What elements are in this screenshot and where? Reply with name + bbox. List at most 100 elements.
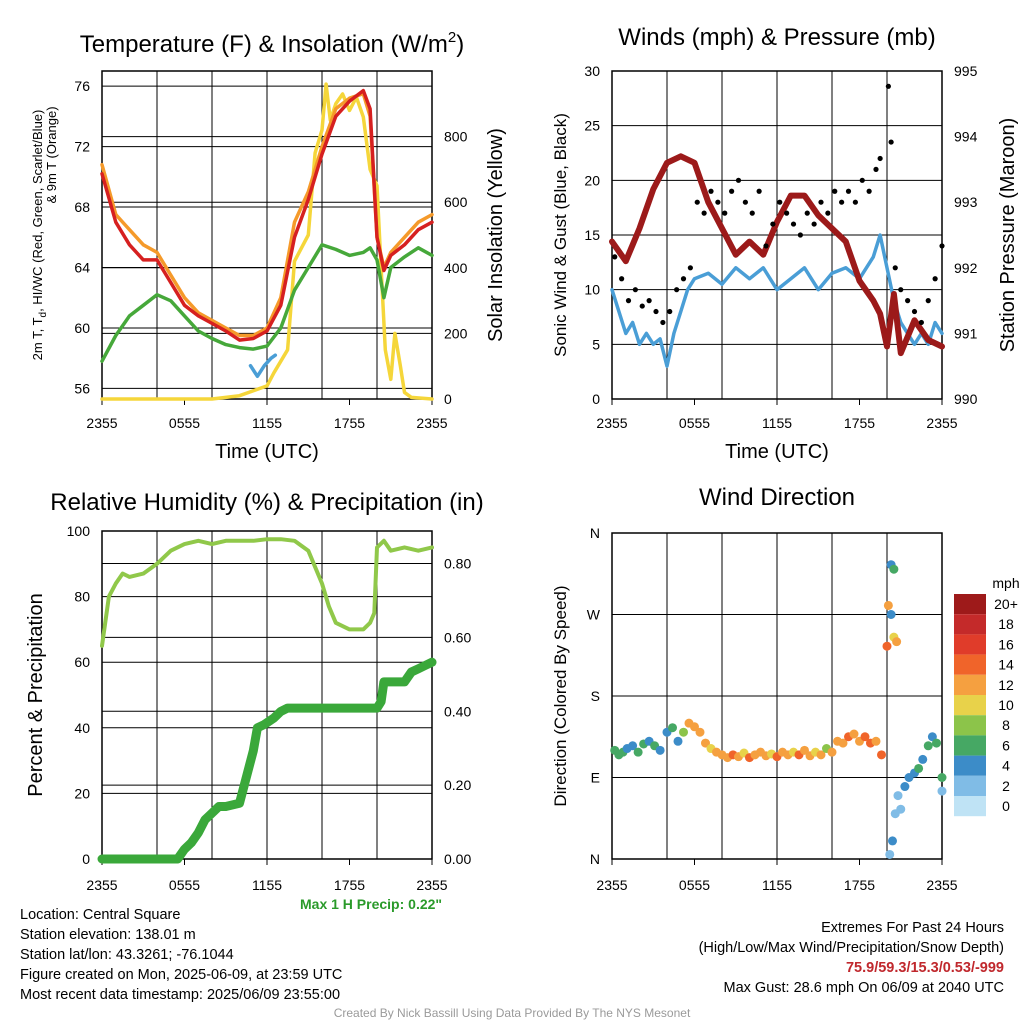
xtick-label-temp: 2355	[86, 415, 117, 431]
legend-label: 20+	[994, 596, 1018, 612]
gust-point	[818, 199, 824, 205]
series-line-wind	[610, 233, 944, 368]
legend-label: 8	[1002, 717, 1010, 733]
direction-point	[937, 773, 947, 782]
legend-swatch	[954, 614, 986, 635]
gust-point	[804, 210, 810, 216]
direction-point	[800, 745, 809, 755]
gust-point	[756, 188, 762, 194]
legend-title: mph	[992, 575, 1019, 591]
ytick-left-temp: 76	[74, 78, 90, 94]
y-axis-title-right-temp: Solar Insolation (Yellow)	[485, 128, 507, 342]
y-axis-title-left-winds: Sonic Wind & Gust (Blue, Black)	[551, 113, 570, 357]
legend-label: 14	[998, 657, 1014, 673]
gust-point	[888, 139, 894, 145]
xtick-label-temp: 1755	[334, 415, 365, 431]
direction-point	[892, 637, 902, 647]
ytick-left-winds: 5	[592, 336, 600, 352]
ytick-right-winds: 992	[954, 260, 978, 276]
gust-point	[639, 303, 645, 309]
direction-point	[679, 727, 688, 737]
gust-point	[918, 319, 924, 326]
series-line-wind	[248, 353, 278, 379]
ytick-right-rh: 0.80	[444, 556, 471, 572]
gust-point	[797, 232, 803, 238]
gust-point	[790, 221, 797, 227]
gust-point	[687, 265, 693, 271]
ytick-left-temp: 64	[74, 259, 90, 275]
xtick-label-winds: 2355	[596, 415, 627, 431]
direction-point	[673, 736, 683, 746]
gust-point	[877, 155, 883, 162]
legend-label: 18	[998, 616, 1014, 632]
gust-point	[735, 177, 742, 183]
legend-swatch	[954, 796, 986, 817]
direction-point	[655, 745, 665, 755]
gust-point	[680, 276, 687, 282]
direction-point	[871, 736, 881, 746]
ytick-left-winds: 0	[592, 391, 600, 407]
direction-point	[914, 763, 924, 773]
y-axis-title-left-wdir: Direction (Colored By Speed)	[551, 585, 570, 806]
xtick-label-rh: 1755	[334, 877, 365, 893]
gust-point	[932, 276, 938, 282]
gust-point	[925, 298, 931, 304]
extremes-title: Extremes For Past 24 Hours	[821, 920, 1004, 936]
ytick-right-temp: 800	[444, 129, 468, 145]
ytick-left-rh: 80	[74, 589, 90, 605]
ytick-right-winds: 991	[954, 325, 978, 341]
gust-point	[749, 210, 755, 216]
direction-point	[918, 754, 928, 764]
xtick-label-winds: 2355	[926, 415, 957, 431]
gust-point	[839, 199, 845, 205]
direction-point	[923, 741, 933, 751]
gust-point	[777, 199, 783, 205]
legend-label: 6	[1002, 737, 1010, 753]
station-elevation: Station elevation: 138.01 m	[20, 927, 196, 943]
xtick-label-temp: 0555	[169, 415, 200, 431]
ytick-right-rh: 0.40	[444, 703, 471, 719]
gust-point	[667, 308, 673, 315]
legend-label: 4	[1002, 758, 1010, 774]
extremes-info: Extremes For Past 24 Hours (High/Low/Max…	[699, 918, 1004, 998]
gust-point	[905, 298, 911, 304]
ytick-right-temp: 600	[444, 194, 468, 210]
gust-point	[729, 188, 735, 194]
gust-point	[852, 199, 858, 205]
gust-point	[722, 210, 728, 216]
gust-point	[911, 308, 918, 315]
direction-point	[838, 738, 848, 748]
ytick-left-winds: 30	[584, 63, 600, 79]
gust-point	[660, 319, 666, 326]
xtick-label-wdir: 1755	[844, 877, 875, 893]
direction-point	[816, 750, 826, 760]
xtick-label-temp: 2355	[416, 415, 447, 431]
gust-point	[811, 221, 817, 227]
ytick-right-winds: 993	[954, 194, 978, 210]
xtick-label-wdir: 2355	[596, 877, 627, 893]
extremes-subtitle: (High/Low/Max Wind/Precipitation/Snow De…	[698, 940, 1004, 956]
series-line-pressure	[609, 153, 945, 357]
xtick-label-wdir: 2355	[926, 877, 957, 893]
direction-point	[885, 849, 895, 859]
gust-point	[892, 265, 898, 271]
gust-point	[770, 221, 776, 227]
legend-swatch	[954, 695, 986, 716]
direction-point	[701, 738, 710, 748]
y-axis-title-left-rh: Percent & Precipitation	[25, 593, 47, 796]
legend-swatch	[954, 775, 986, 796]
direction-point	[883, 600, 893, 610]
direction-point	[849, 729, 859, 739]
direction-point	[633, 747, 643, 757]
extremes-values: 75.9/59.3/15.3/0.53/-999	[845, 960, 1004, 976]
ytick-left-temp: 68	[74, 199, 90, 215]
direction-point	[937, 786, 947, 796]
ytick-left-rh: 0	[82, 851, 90, 867]
chart-title-rh: Relative Humidity (%) & Precipitation (i…	[50, 489, 483, 516]
gust-point	[885, 83, 891, 89]
gust-point	[742, 199, 748, 205]
gust-point	[784, 210, 790, 216]
max-precip-note: Max 1 H Precip: 0.22"	[300, 896, 443, 912]
ytick-left-rh: 100	[67, 523, 91, 539]
